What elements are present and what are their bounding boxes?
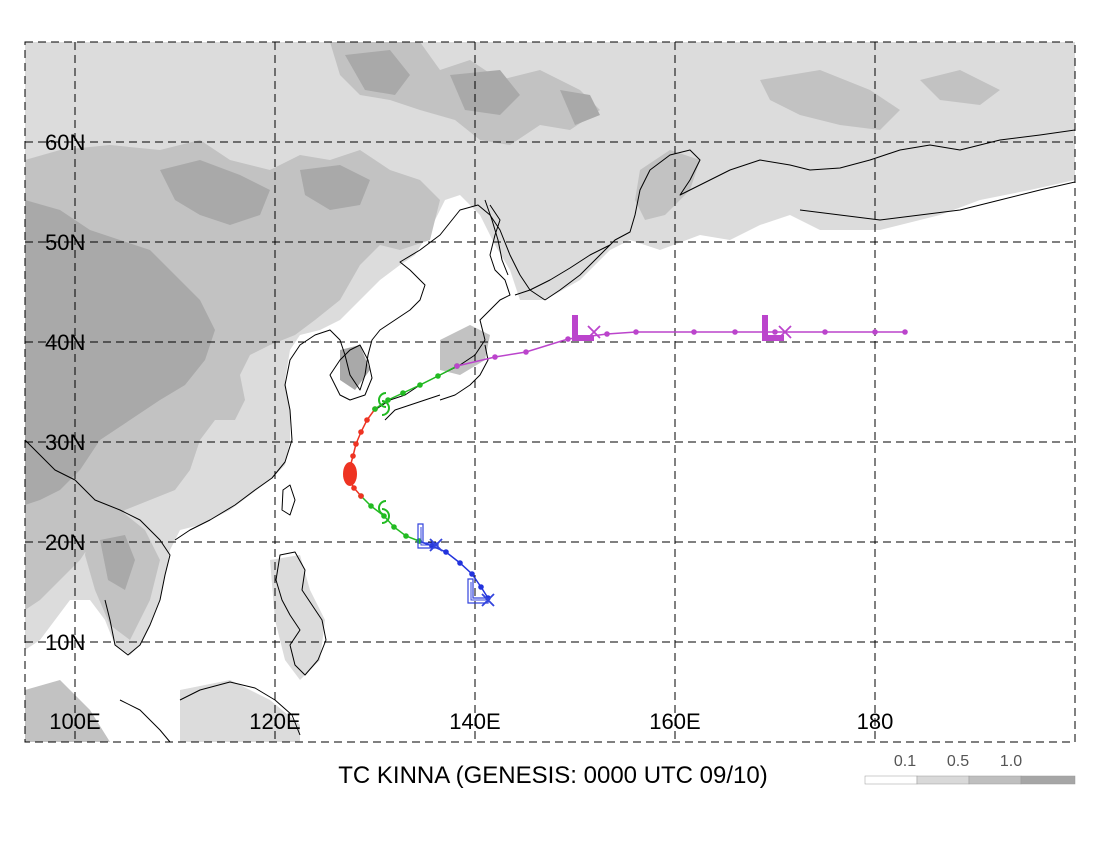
- shade-dark-indochina: [100, 535, 135, 590]
- track-point: [350, 453, 356, 459]
- shade-medium-japan: [440, 325, 490, 375]
- track-segment-4: [456, 331, 905, 367]
- lat-label-0: 60N: [45, 130, 85, 155]
- cross-marker-icon: [429, 538, 443, 552]
- legend-swatch-3: [1020, 775, 1076, 785]
- track-point: [364, 417, 370, 423]
- track-point: [358, 429, 364, 435]
- shade-light-philippines: [270, 555, 325, 680]
- tropical-storm-icon: [378, 392, 387, 408]
- lon-label-3: 160E: [649, 709, 700, 734]
- track-point: [457, 560, 463, 566]
- legend-swatch-1: [916, 775, 970, 785]
- lon-label-1: 120E: [249, 709, 300, 734]
- track-point: [351, 485, 357, 491]
- low-pressure-icon: [572, 315, 594, 341]
- lat-label-1: 50N: [45, 230, 85, 255]
- track-point: [772, 329, 778, 335]
- coastlines: [25, 129, 1075, 742]
- track-point: [391, 524, 397, 530]
- lon-label-4: 180: [857, 709, 894, 734]
- track-point: [604, 331, 610, 337]
- shade-light-borneo: [180, 680, 300, 742]
- shade-dark-mongolia: [160, 160, 370, 225]
- terrain-shading: [25, 42, 1075, 742]
- track-point: [523, 349, 529, 355]
- track-point: [417, 382, 423, 388]
- coastline-borneo: [119, 681, 301, 742]
- stalled-track-cluster: [343, 462, 357, 486]
- track-point: [385, 397, 391, 403]
- coastline-arctic-ne: [799, 181, 1075, 221]
- track-point: [633, 329, 639, 335]
- coastline-asia: [25, 129, 1075, 656]
- track-point: [400, 390, 406, 396]
- tropical-storm-icon: [378, 500, 387, 516]
- tropical-storm-icon: [381, 400, 390, 416]
- cross-marker-icon: [778, 325, 792, 339]
- lat-label-5: 10N: [45, 630, 85, 655]
- track-point: [822, 329, 828, 335]
- lon-label-0: 100E: [49, 709, 100, 734]
- track-point: [478, 584, 484, 590]
- shade-dark-korea: [340, 345, 370, 390]
- lat-label-3: 30N: [45, 430, 85, 455]
- graticule: [25, 42, 1075, 742]
- plot-frame: [24, 41, 1076, 743]
- track-point: [732, 329, 738, 335]
- coastline-philippines: [275, 551, 327, 676]
- low-pressure-inner-line: [470, 582, 486, 601]
- lat-label-4: 20N: [45, 530, 85, 555]
- lon-label-2: 140E: [449, 709, 500, 734]
- track-point: [902, 329, 908, 335]
- track-point: [469, 571, 475, 577]
- cross-marker-icon: [481, 593, 495, 607]
- tropical-storm-icon: [381, 508, 390, 524]
- shade-medium-ne: [760, 70, 1000, 130]
- shade-medium-sumatra: [25, 680, 110, 742]
- track-point: [872, 329, 878, 335]
- track-point: [435, 373, 441, 379]
- coastline-kuril: [514, 244, 611, 296]
- track-point: [565, 336, 571, 342]
- legend-label-1-0: 1.0: [1000, 753, 1022, 770]
- low-pressure-inner-line: [420, 527, 436, 546]
- low-pressure-icon: [762, 315, 784, 341]
- legend-swatch-2: [968, 775, 1022, 785]
- track-point: [454, 363, 460, 369]
- track-point: [492, 354, 498, 360]
- track-point: [372, 406, 378, 412]
- map-title: TC KINNA (GENESIS: 0000 UTC 09/10): [338, 762, 767, 789]
- track-point: [691, 329, 697, 335]
- track-point: [358, 493, 364, 499]
- legend-swatch-0: [864, 775, 918, 785]
- track-point: [353, 441, 359, 447]
- shade-dark-tibet: [25, 200, 215, 505]
- lat-label-2: 40N: [45, 330, 85, 355]
- legend-label-0-1: 0.1: [894, 753, 916, 770]
- coastline-taiwan: [281, 484, 296, 516]
- legend-label-0-5: 0.5: [947, 753, 969, 770]
- coastline-sakhalin: [484, 199, 509, 276]
- low-pressure-icon: [467, 578, 489, 604]
- coastline-korea: [329, 344, 373, 401]
- storm-track: [343, 329, 908, 601]
- shading-legend: 0.1 0.5 1.0: [864, 753, 1076, 785]
- track-point: [368, 503, 374, 509]
- shade-dark-north: [345, 50, 600, 125]
- track-point: [403, 533, 409, 539]
- track-point: [443, 549, 449, 555]
- longitude-labels: 100E 120E 140E 160E 180: [49, 709, 893, 734]
- storm-markers: [378, 315, 792, 607]
- cross-marker-icon: [587, 325, 601, 339]
- shade-medium-kamchatka: [635, 150, 700, 220]
- latitude-labels: 60N 50N 40N 30N 20N 10N: [45, 130, 85, 655]
